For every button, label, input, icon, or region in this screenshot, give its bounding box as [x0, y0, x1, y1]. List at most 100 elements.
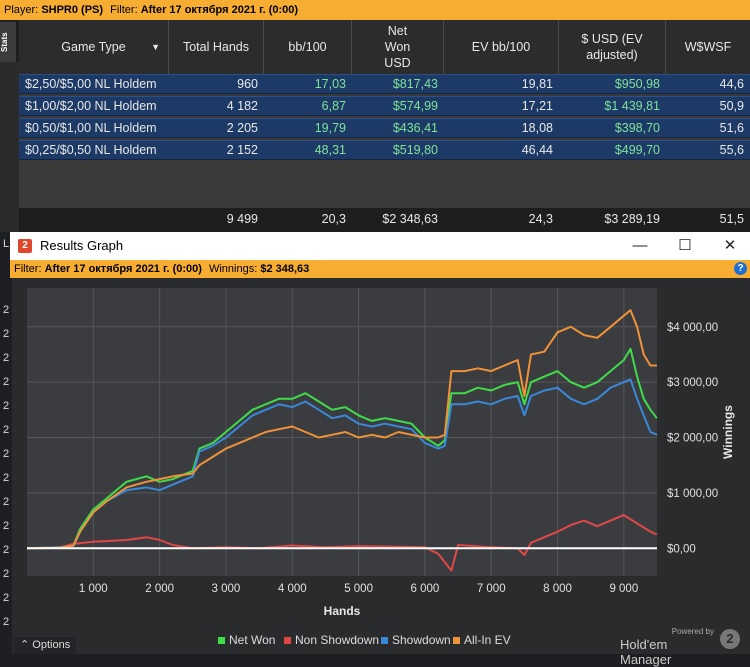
- sort-arrow-icon[interactable]: ▼: [151, 42, 160, 52]
- cell-usd-ev: $499,70: [614, 143, 660, 157]
- chevron-up-icon: ⌃: [20, 639, 30, 651]
- x-tick-label: 7 000: [477, 583, 506, 595]
- graph-filter-label: Filter:: [14, 263, 42, 275]
- cell-game: $0,50/$1,00 NL Holdem: [25, 121, 157, 135]
- cell-wwsf: 44,6: [719, 77, 744, 91]
- brand-name: Hold'em Manager: [620, 637, 672, 667]
- side-cell: 2: [3, 328, 10, 340]
- filter-bar: Player: SHPR0 (PS) Filter: After 17 октя…: [0, 0, 750, 20]
- brand-footer: Powered by Hold'em Manager 2: [620, 625, 740, 667]
- cell-bb100: 19,79: [314, 121, 346, 135]
- cell-netwon: $436,41: [392, 121, 438, 135]
- cell-hands: 2 205: [226, 121, 258, 135]
- col-header-game-type[interactable]: Game Type ▼: [19, 20, 169, 74]
- total-usd-ev: $3 289,19: [604, 212, 660, 226]
- col-header-net-won[interactable]: Net Won USD: [352, 20, 444, 74]
- total-hands: 9 499: [226, 212, 258, 226]
- series-line-showdown: [26, 378, 658, 550]
- col-header-usd-ev[interactable]: $ USD (EV adjusted): [559, 20, 666, 74]
- left-strip: [0, 62, 19, 232]
- table-row[interactable]: $0,50/$1,00 NL Holdem 2 205 19,79 $436,4…: [19, 118, 750, 138]
- series-line-all-in-ev: [26, 309, 657, 550]
- col-header-wwsf[interactable]: W$WSF: [684, 40, 732, 54]
- y-tick-label: $1 000,00: [667, 488, 718, 500]
- table-row[interactable]: $1,00/$2,00 NL Holdem 4 182 6,87 $574,99…: [19, 96, 750, 116]
- cell-netwon: $519,80: [392, 143, 438, 157]
- maximize-icon[interactable]: ☐: [678, 237, 692, 254]
- app-logo-icon: 2: [18, 239, 32, 253]
- cell-ev: 17,21: [521, 99, 553, 113]
- col-header-bb100[interactable]: bb/100: [264, 20, 352, 74]
- legend-label: All-In EV: [464, 633, 511, 647]
- legend-swatch-icon: [453, 637, 460, 645]
- side-cell: 2: [3, 616, 10, 628]
- brand-logo-icon: 2: [720, 629, 740, 649]
- x-tick-label: 8 000: [543, 583, 572, 595]
- cell-ev: 18,08: [521, 121, 553, 135]
- legend-label: Net Won: [229, 633, 276, 647]
- table-row[interactable]: $0,25/$0,50 NL Holdem 2 152 48,31 $519,8…: [19, 140, 750, 160]
- legend-label: Showdown: [392, 633, 451, 647]
- stats-side-tab[interactable]: Stats: [0, 22, 16, 62]
- winnings-label: Winnings:: [208, 263, 258, 275]
- chart-svg: $0,00 $1 000,00 $2 000,00 $3 000,00 $4 000,0…: [26, 288, 735, 618]
- x-tick-label: 1 000: [79, 583, 108, 595]
- cell-usd-ev: $398,70: [614, 121, 660, 135]
- options-label: Options: [32, 639, 71, 651]
- graph-filter-bar: Filter: After 17 октября 2021 г. (0:00) …: [10, 260, 750, 278]
- x-tick-label: 2 000: [145, 583, 174, 595]
- close-icon[interactable]: ✕: [723, 237, 737, 254]
- window-titlebar[interactable]: 2 Results Graph — ☐ ✕: [10, 232, 750, 260]
- cell-usd-ev: $1 439,81: [604, 99, 660, 113]
- side-cell: 2: [3, 544, 10, 556]
- side-cell: 2: [3, 424, 10, 436]
- side-cell: 2: [3, 376, 10, 388]
- side-cell: 2: [3, 304, 10, 316]
- side-cell: L: [3, 238, 10, 250]
- cell-game: $1,00/$2,00 NL Holdem: [25, 99, 157, 113]
- legend-item[interactable]: Net Won: [218, 633, 275, 647]
- legend-item[interactable]: All-In EV: [453, 633, 511, 647]
- results-chart: $0,00 $1 000,00 $2 000,00 $3 000,00 $4 000,0…: [12, 278, 750, 654]
- y-axis-title: Winnings: [721, 405, 735, 459]
- side-cell: 2: [3, 352, 10, 364]
- help-icon[interactable]: ?: [734, 262, 747, 275]
- x-tick-label: 6 000: [411, 583, 440, 595]
- x-tick-label: 4 000: [278, 583, 307, 595]
- legend-item[interactable]: Non Showdown: [284, 633, 379, 647]
- cell-hands: 2 152: [226, 143, 258, 157]
- series-line-non-showdown: [26, 514, 658, 572]
- minimize-icon[interactable]: —: [632, 237, 648, 254]
- chart-legend: Net Won Non Showdown Showdown All-In EV: [0, 630, 750, 650]
- results-graph-window: L 2 2 2 2 2 2 2 2 2 2 2 2 2 2 2 Results …: [0, 232, 750, 654]
- y-tick-label: $2 000,00: [667, 433, 718, 445]
- options-button[interactable]: ⌃ Options: [14, 637, 77, 654]
- table-row[interactable]: $2,50/$5,00 NL Holdem 960 17,03 $817,43 …: [19, 74, 750, 94]
- x-tick-label: 9 000: [609, 583, 638, 595]
- background-side-column: L 2 2 2 2 2 2 2 2 2 2 2 2 2 2: [0, 232, 12, 654]
- filter-value[interactable]: After 17 октября 2021 г. (0:00): [140, 4, 299, 16]
- col-header-ev-bb100[interactable]: EV bb/100: [444, 20, 559, 74]
- cell-bb100: 17,03: [314, 77, 346, 91]
- cell-ev: 46,44: [521, 143, 553, 157]
- cell-wwsf: 50,9: [719, 99, 744, 113]
- graph-filter-value[interactable]: After 17 октября 2021 г. (0:00): [44, 263, 202, 275]
- y-tick-label: $3 000,00: [667, 377, 718, 389]
- series-line-net-won: [26, 347, 658, 550]
- window-title: Results Graph: [40, 238, 124, 253]
- col-header-total-hands[interactable]: Total Hands: [169, 20, 264, 74]
- total-bb100: 20,3: [321, 212, 346, 226]
- cell-wwsf: 55,6: [719, 143, 744, 157]
- side-cell: 2: [3, 568, 10, 580]
- legend-swatch-icon: [381, 637, 388, 645]
- x-tick-label: 3 000: [212, 583, 241, 595]
- cell-wwsf: 51,6: [719, 121, 744, 135]
- player-value[interactable]: SHPR0 (PS): [41, 4, 104, 16]
- x-axis-title: Hands: [324, 604, 361, 618]
- cell-hands: 4 182: [226, 99, 258, 113]
- legend-item[interactable]: Showdown: [381, 633, 451, 647]
- x-tick-label: 5 000: [344, 583, 373, 595]
- cell-game: $2,50/$5,00 NL Holdem: [25, 77, 157, 91]
- cell-bb100: 6,87: [321, 99, 346, 113]
- cell-usd-ev: $950,98: [614, 77, 660, 91]
